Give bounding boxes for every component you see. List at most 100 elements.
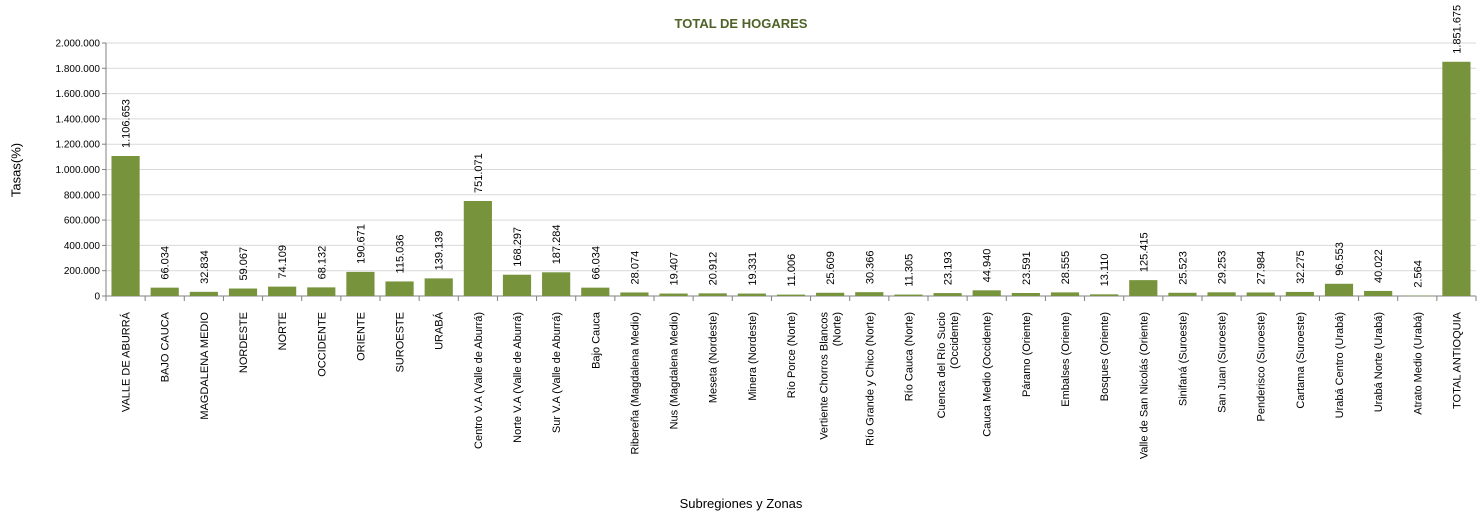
bar [346,271,375,296]
bar [542,272,571,296]
x-tick-label: Bosques (Oriente) [1099,312,1111,401]
y-tick-label: 1.600.000 [56,89,101,100]
data-label: 125.415 [1138,232,1150,272]
bar [972,290,1001,296]
bar [1364,290,1393,296]
bar [1011,293,1040,296]
bar [581,287,610,296]
bar [228,288,258,296]
x-tick-label: Sinifaná (Suroeste) [1177,312,1189,406]
data-label: 1.851.675 [1451,5,1463,54]
data-label: 28.074 [629,251,641,285]
bar [189,291,218,296]
data-label: 32.834 [199,250,211,284]
bar [933,293,962,296]
x-tick-label: Cartama (Suroeste) [1295,312,1307,409]
bar [385,281,414,296]
bar [502,274,532,296]
bar [424,278,453,296]
x-axis-title: Subregiones y Zonas [679,496,803,511]
bar [659,293,688,296]
data-label: 23.591 [1021,251,1033,285]
data-label: 139.139 [434,231,446,271]
x-tick-label: Valle de San Nicolás (Oriente) [1138,312,1150,459]
y-tick-label: 200.000 [64,266,101,277]
x-tick-label: Meseta (Nordeste) [708,312,720,403]
x-tick-label: Cauca Medio (Occidente) [982,312,994,437]
bar [1168,292,1197,296]
data-label: 40.022 [1373,249,1385,283]
x-tick-label: Urabá Norte (Urabá) [1373,312,1385,412]
y-tick-label: 600.000 [64,216,101,227]
x-tick-label: ORIENTE [355,312,367,361]
x-tick-label: VALLE DE ABURRÁ [120,311,133,412]
x-tick-label: Cuenca del Río Sucio [936,312,948,418]
bar [268,286,297,296]
x-tick-label: Vertiente Chorros Blancos [819,312,831,440]
bar [1050,292,1080,296]
data-label: 11.006 [786,254,798,287]
data-label: 96.553 [1334,242,1346,276]
bar [1246,292,1275,296]
y-tick-label: 400.000 [64,241,101,252]
x-tick-label: San Juan (Suroeste) [1217,312,1229,413]
bar [1090,294,1119,296]
x-tick-label: NORTE [277,312,289,350]
data-label: 11.305 [903,254,915,287]
x-tick-label: Urabá Centro (Urabá) [1334,312,1346,418]
x-tick-label: SUROESTE [395,312,407,373]
x-tick-label: (Norte) [832,312,844,346]
x-tick-label: MAGDALENA MEDIO [199,312,211,420]
data-label: 19.407 [669,252,681,286]
data-label: 66.034 [590,246,602,280]
data-label: 44.940 [982,249,994,283]
data-label: 25.523 [1177,251,1189,285]
x-tick-label: Río Grande y Chico (Norte) [864,312,876,446]
x-tick-label: Río Cauca (Norte) [903,312,915,401]
bar [1285,291,1314,296]
x-tick-label: Río Porce (Norte) [786,312,798,398]
data-label: 168.297 [512,227,524,267]
x-tick-label: OCCIDENTE [316,312,328,377]
x-tick-label: NORDESTE [238,312,250,373]
x-tick-label: Nus (Magdalena Medio) [669,312,681,429]
x-tick-label: Norte V.A (Valle de Aburrá) [512,312,524,443]
data-label: 751.071 [473,153,485,193]
x-tick-label: Bajo Cauca [590,311,602,369]
y-tick-label: 800.000 [64,190,101,201]
bar [463,200,492,296]
bar [816,292,845,296]
bar [894,294,923,296]
y-tick-label: 0 [94,292,100,303]
bar [620,292,649,296]
y-tick-label: 1.400.000 [56,114,101,125]
x-tick-label: Centro V.A (Valle de Aburrá) [473,312,485,449]
data-label: 115.036 [395,234,407,273]
x-tick-label: TOTAL ANTIOQUIA [1451,311,1463,409]
data-label: 25.609 [825,251,837,285]
bar [737,293,766,296]
bar [307,287,336,296]
data-label: 68.132 [316,246,328,280]
bar [1442,61,1471,297]
x-tick-label: Minera (Nordeste) [747,312,759,401]
x-tick-label: Atrato Medio (Urabá) [1412,312,1424,415]
data-label: 59.067 [238,247,250,281]
x-tick-label: Sur V.A (Valle de Aburrá) [551,312,563,433]
data-label: 19.331 [747,252,759,286]
data-label: 30.366 [864,251,876,285]
data-label: 23.193 [943,251,955,285]
bar [111,156,140,296]
data-label: 1.106.653 [121,99,133,148]
data-label: 2.564 [1412,260,1424,288]
bar [1324,283,1354,296]
data-label: 32.275 [1295,250,1307,284]
x-tick-label: BAJO CAUCA [160,311,172,382]
data-label: 20.912 [708,252,720,286]
bar [776,294,806,296]
x-tick-label: Embalses (Oriente) [1060,312,1072,407]
data-label: 13.110 [1099,254,1111,287]
bar [150,287,179,296]
y-tick-label: 2.000.000 [56,39,101,50]
